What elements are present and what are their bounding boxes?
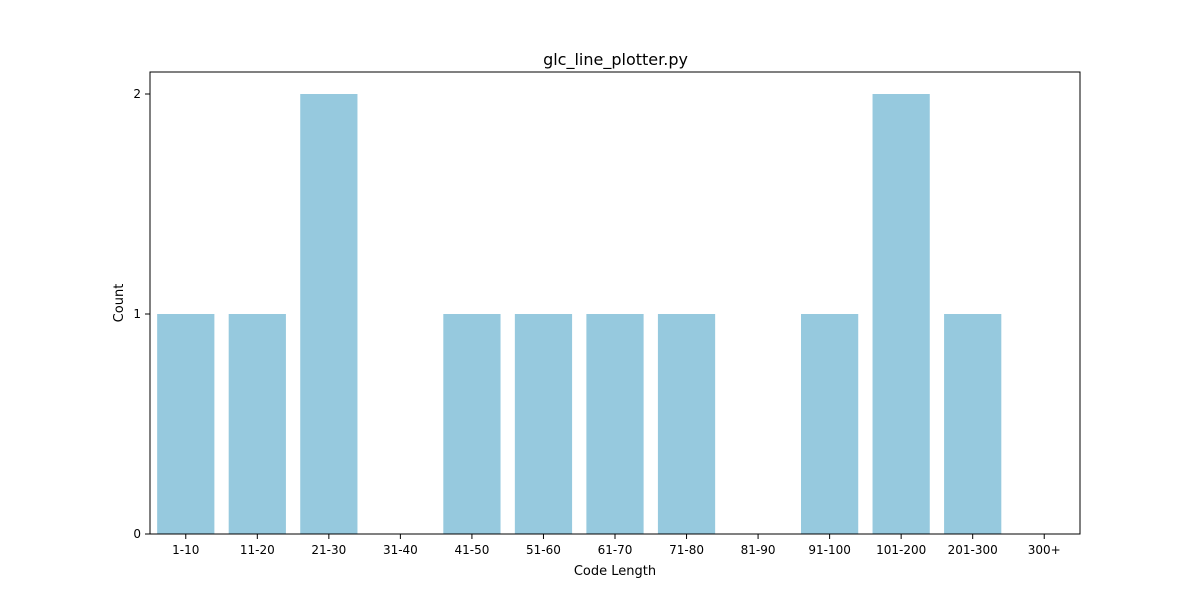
y-ticks-group: 0 1 2: [133, 87, 150, 541]
bar-71-80: [657, 314, 716, 534]
bar-201-300: [944, 314, 1002, 534]
x-tick-label: 31-40: [383, 543, 418, 557]
chart-title: glc_line_plotter.py: [543, 50, 688, 70]
x-tick-label: 41-50: [454, 543, 489, 557]
bar-91-100: [801, 314, 859, 534]
bar-61-70: [586, 314, 644, 534]
x-tick-label: 101-200: [876, 543, 926, 557]
bar-1-10: [157, 314, 215, 534]
x-tick-label: 71-80: [669, 543, 704, 557]
y-tick-label: 0: [133, 527, 141, 541]
x-tick-label: 61-70: [598, 543, 633, 557]
bar-101-200: [872, 94, 930, 534]
bar-21-30: [300, 94, 358, 534]
y-tick-label: 2: [133, 87, 141, 101]
bars-group: [157, 94, 1002, 534]
y-axis-label: Count: [112, 284, 127, 323]
x-ticks-group: 1-10 11-20 21-30 31-40 41-50 51-60 61-70 71-80 8…: [172, 534, 1061, 557]
y-tick-label: 1: [133, 307, 141, 321]
plot-frame: [149, 71, 1081, 535]
x-tick-label: 201-300: [948, 543, 998, 557]
bar-11-20: [228, 314, 286, 534]
x-tick-label: 21-30: [311, 543, 346, 557]
bar-51-60: [514, 314, 573, 534]
x-tick-label: 81-90: [741, 543, 776, 557]
x-tick-label: 91-100: [808, 543, 851, 557]
x-axis-label: Code Length: [574, 564, 656, 579]
x-tick-label: 300+: [1028, 543, 1061, 557]
x-tick-label: 51-60: [526, 543, 561, 557]
x-tick-label: 11-20: [240, 543, 275, 557]
bar-41-50: [443, 314, 501, 534]
x-tick-label: 1-10: [172, 543, 199, 557]
